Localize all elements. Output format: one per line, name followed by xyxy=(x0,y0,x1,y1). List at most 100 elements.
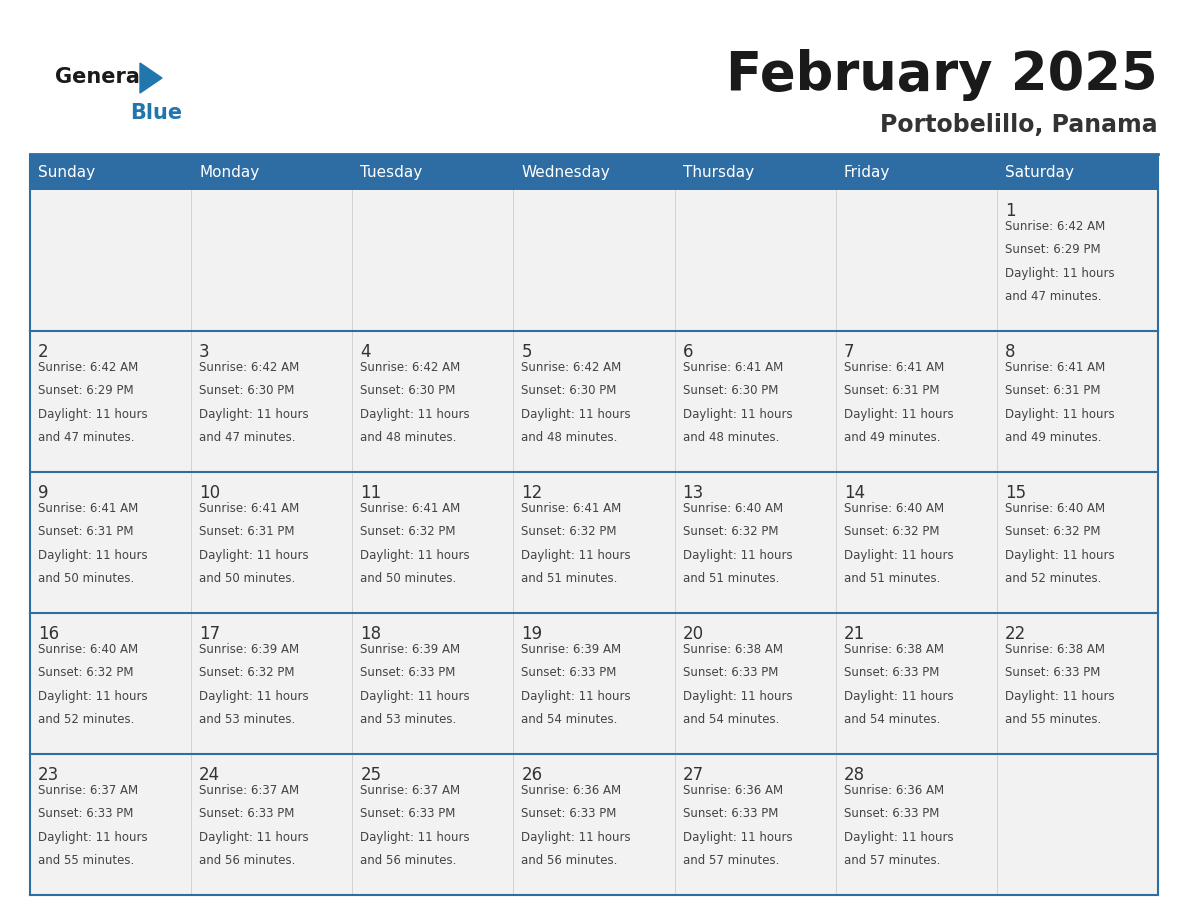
Text: 25: 25 xyxy=(360,766,381,784)
Text: Sunset: 6:32 PM: Sunset: 6:32 PM xyxy=(38,666,133,679)
Text: Sunset: 6:31 PM: Sunset: 6:31 PM xyxy=(200,525,295,538)
Bar xyxy=(353,613,513,754)
Text: and 57 minutes.: and 57 minutes. xyxy=(683,854,779,867)
Text: 4: 4 xyxy=(360,343,371,361)
Text: Sunrise: 6:39 AM: Sunrise: 6:39 AM xyxy=(522,643,621,656)
Text: Daylight: 11 hours: Daylight: 11 hours xyxy=(843,831,953,844)
Bar xyxy=(675,613,835,754)
Text: and 56 minutes.: and 56 minutes. xyxy=(360,854,456,867)
Bar xyxy=(30,190,191,331)
Bar xyxy=(191,754,353,895)
Text: Sunset: 6:32 PM: Sunset: 6:32 PM xyxy=(1005,525,1100,538)
Text: Daylight: 11 hours: Daylight: 11 hours xyxy=(360,549,470,562)
Bar xyxy=(675,331,835,472)
Bar xyxy=(513,754,675,895)
Bar xyxy=(353,331,513,472)
Text: Sunrise: 6:36 AM: Sunrise: 6:36 AM xyxy=(843,784,943,797)
Text: 2: 2 xyxy=(38,343,49,361)
Text: Sunset: 6:33 PM: Sunset: 6:33 PM xyxy=(683,807,778,821)
Text: Sunset: 6:33 PM: Sunset: 6:33 PM xyxy=(38,807,133,821)
Bar xyxy=(835,190,997,331)
Text: 18: 18 xyxy=(360,625,381,643)
Text: Sunset: 6:30 PM: Sunset: 6:30 PM xyxy=(522,385,617,397)
Text: Daylight: 11 hours: Daylight: 11 hours xyxy=(843,408,953,420)
Text: 14: 14 xyxy=(843,484,865,502)
Text: 3: 3 xyxy=(200,343,210,361)
Text: and 50 minutes.: and 50 minutes. xyxy=(360,572,456,585)
Text: and 53 minutes.: and 53 minutes. xyxy=(360,712,456,726)
Bar xyxy=(191,613,353,754)
Text: Sunrise: 6:42 AM: Sunrise: 6:42 AM xyxy=(1005,220,1105,233)
Polygon shape xyxy=(140,63,162,93)
Text: 13: 13 xyxy=(683,484,703,502)
Text: Sunrise: 6:42 AM: Sunrise: 6:42 AM xyxy=(200,361,299,374)
Text: Thursday: Thursday xyxy=(683,165,753,180)
Text: 9: 9 xyxy=(38,484,49,502)
Text: Sunset: 6:31 PM: Sunset: 6:31 PM xyxy=(843,385,940,397)
Bar xyxy=(675,190,835,331)
Bar xyxy=(353,155,513,190)
Text: and 57 minutes.: and 57 minutes. xyxy=(843,854,940,867)
Text: 22: 22 xyxy=(1005,625,1026,643)
Text: and 51 minutes.: and 51 minutes. xyxy=(683,572,779,585)
Text: and 49 minutes.: and 49 minutes. xyxy=(843,431,940,443)
Text: Sunset: 6:29 PM: Sunset: 6:29 PM xyxy=(38,385,133,397)
Bar xyxy=(835,472,997,613)
Text: 11: 11 xyxy=(360,484,381,502)
Text: Tuesday: Tuesday xyxy=(360,165,423,180)
Text: Sunrise: 6:41 AM: Sunrise: 6:41 AM xyxy=(38,502,138,515)
Bar xyxy=(513,190,675,331)
Text: and 53 minutes.: and 53 minutes. xyxy=(200,712,296,726)
Text: Daylight: 11 hours: Daylight: 11 hours xyxy=(683,831,792,844)
Text: Sunrise: 6:42 AM: Sunrise: 6:42 AM xyxy=(38,361,138,374)
Bar xyxy=(997,472,1158,613)
Text: 16: 16 xyxy=(38,625,59,643)
Text: Sunrise: 6:36 AM: Sunrise: 6:36 AM xyxy=(522,784,621,797)
Bar xyxy=(997,754,1158,895)
Text: Sunday: Sunday xyxy=(38,165,95,180)
Text: 23: 23 xyxy=(38,766,59,784)
Text: Daylight: 11 hours: Daylight: 11 hours xyxy=(522,408,631,420)
Bar xyxy=(675,754,835,895)
Text: 20: 20 xyxy=(683,625,703,643)
Text: Sunset: 6:33 PM: Sunset: 6:33 PM xyxy=(1005,666,1100,679)
Text: Sunset: 6:33 PM: Sunset: 6:33 PM xyxy=(360,807,456,821)
Text: and 54 minutes.: and 54 minutes. xyxy=(683,712,779,726)
Text: Daylight: 11 hours: Daylight: 11 hours xyxy=(683,408,792,420)
Bar xyxy=(513,472,675,613)
Text: February 2025: February 2025 xyxy=(726,49,1158,101)
Text: Sunrise: 6:41 AM: Sunrise: 6:41 AM xyxy=(200,502,299,515)
Bar xyxy=(997,190,1158,331)
Bar xyxy=(353,472,513,613)
Text: Daylight: 11 hours: Daylight: 11 hours xyxy=(360,689,470,702)
Text: Sunset: 6:29 PM: Sunset: 6:29 PM xyxy=(1005,243,1100,256)
Text: 15: 15 xyxy=(1005,484,1026,502)
Text: Sunset: 6:33 PM: Sunset: 6:33 PM xyxy=(360,666,456,679)
Text: Sunset: 6:32 PM: Sunset: 6:32 PM xyxy=(200,666,295,679)
Text: Daylight: 11 hours: Daylight: 11 hours xyxy=(38,549,147,562)
Bar xyxy=(675,472,835,613)
Text: Daylight: 11 hours: Daylight: 11 hours xyxy=(1005,689,1114,702)
Text: Daylight: 11 hours: Daylight: 11 hours xyxy=(522,831,631,844)
Bar xyxy=(353,190,513,331)
Bar xyxy=(30,754,191,895)
Text: Sunrise: 6:37 AM: Sunrise: 6:37 AM xyxy=(38,784,138,797)
Bar xyxy=(513,613,675,754)
Bar xyxy=(997,331,1158,472)
Text: and 49 minutes.: and 49 minutes. xyxy=(1005,431,1101,443)
Text: Sunrise: 6:39 AM: Sunrise: 6:39 AM xyxy=(360,643,461,656)
Text: Daylight: 11 hours: Daylight: 11 hours xyxy=(683,689,792,702)
Text: Sunset: 6:31 PM: Sunset: 6:31 PM xyxy=(38,525,133,538)
Text: Daylight: 11 hours: Daylight: 11 hours xyxy=(1005,266,1114,279)
Text: Sunrise: 6:42 AM: Sunrise: 6:42 AM xyxy=(360,361,461,374)
Text: Sunset: 6:30 PM: Sunset: 6:30 PM xyxy=(360,385,456,397)
Text: Sunset: 6:32 PM: Sunset: 6:32 PM xyxy=(360,525,456,538)
Text: 24: 24 xyxy=(200,766,220,784)
Text: and 47 minutes.: and 47 minutes. xyxy=(1005,290,1101,303)
Text: Sunset: 6:30 PM: Sunset: 6:30 PM xyxy=(683,385,778,397)
Bar xyxy=(835,613,997,754)
Text: 8: 8 xyxy=(1005,343,1016,361)
Text: Daylight: 11 hours: Daylight: 11 hours xyxy=(1005,408,1114,420)
Bar xyxy=(353,754,513,895)
Text: and 51 minutes.: and 51 minutes. xyxy=(522,572,618,585)
